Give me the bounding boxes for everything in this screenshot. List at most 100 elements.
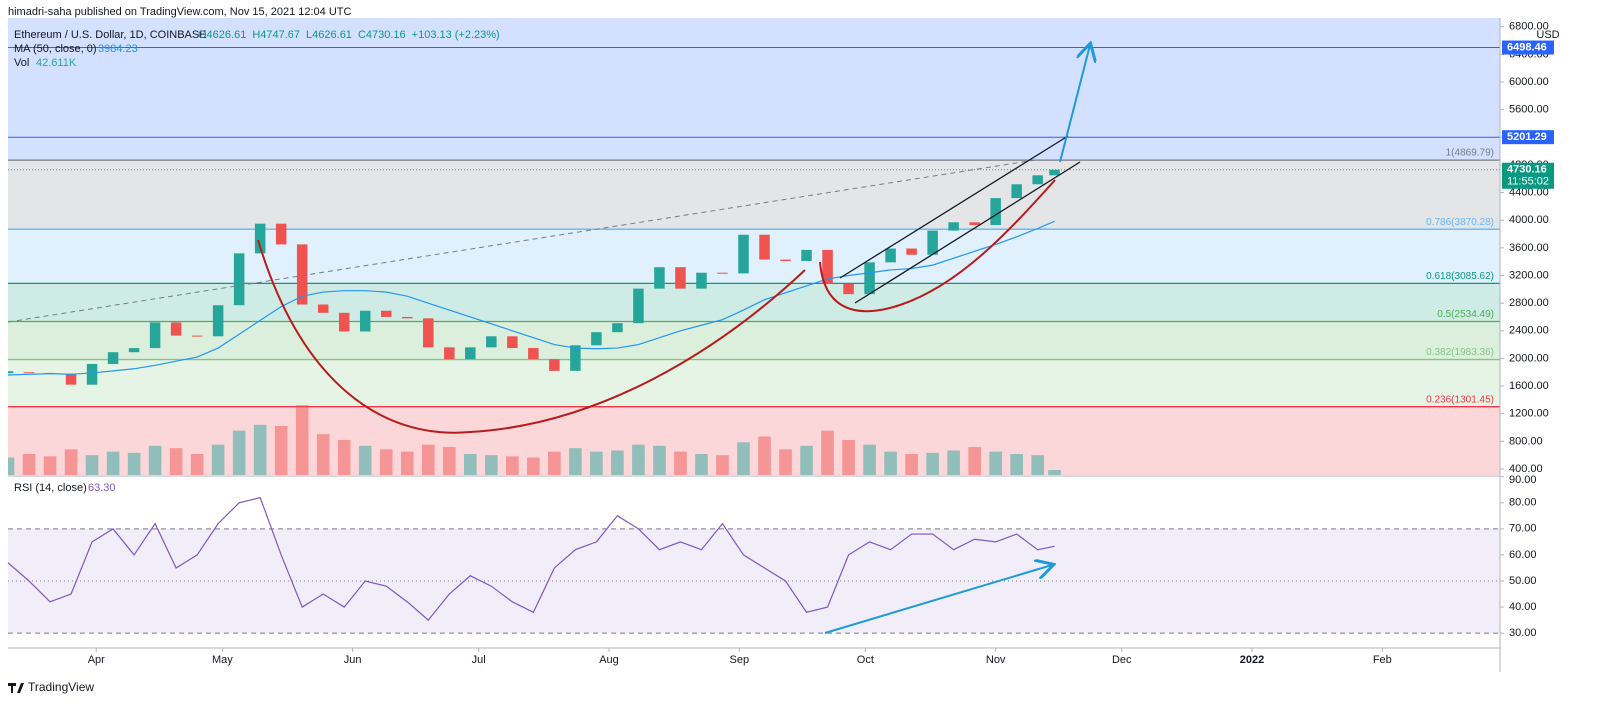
volume-bar: [506, 456, 519, 475]
x-tick-label: Apr: [88, 654, 105, 666]
y-tick-label: 70.00: [1509, 523, 1537, 535]
price-box-label: 6498.46: [1507, 41, 1547, 53]
y-tick-label: 4400.00: [1509, 186, 1549, 198]
candle-body: [317, 304, 329, 313]
y-tick-label: 2000.00: [1509, 352, 1549, 364]
candle-body: [990, 198, 1001, 226]
volume-bar: [590, 451, 603, 475]
candle-body: [254, 223, 266, 254]
volume-bar: [737, 442, 750, 475]
candle-body: [149, 322, 161, 349]
volume-bar: [64, 449, 78, 475]
cup-curve: [819, 179, 1056, 313]
volume-bar: [295, 405, 309, 475]
candle-body: [570, 345, 581, 371]
candle-body: [296, 244, 308, 305]
candle-body: [338, 312, 350, 332]
candle-body: [128, 348, 140, 353]
x-tick-label: Aug: [599, 654, 619, 666]
volume-bar: [400, 451, 414, 475]
candle-body: [8, 371, 14, 374]
price-box: [1502, 130, 1554, 145]
volume-bar: [358, 445, 372, 475]
y-tick-label: 30.00: [1509, 627, 1537, 639]
volume-bar: [947, 450, 960, 475]
candle-body: [906, 248, 917, 255]
rsi-legend: RSI (14, close): [14, 482, 87, 494]
ohlc-value: +103.13 (+2.23%): [412, 29, 500, 41]
y-tick-label: 50.00: [1509, 575, 1537, 587]
volume-bar: [926, 452, 939, 475]
y-tick-label: 1600.00: [1509, 380, 1549, 392]
volume-bar: [148, 445, 162, 475]
candle-body: [885, 248, 896, 263]
volume-bar: [863, 444, 876, 475]
volume-bar: [190, 454, 204, 475]
ohlc-value: C4730.16: [358, 29, 406, 41]
candle-body: [212, 305, 224, 337]
candle-body: [86, 363, 98, 385]
candle-body: [107, 352, 119, 364]
y-tick-label: 90.00: [1509, 474, 1537, 486]
volume-bar: [442, 447, 456, 475]
candle-body: [170, 322, 182, 336]
candle-body: [843, 283, 854, 295]
candle-body: [612, 323, 623, 333]
price-box-label: 5201.29: [1507, 131, 1547, 143]
x-tick-label: May: [212, 654, 233, 666]
volume-bar: [821, 430, 834, 475]
candle-body: [822, 249, 833, 284]
volume-bar: [779, 449, 792, 475]
volume-bar: [800, 445, 813, 475]
countdown: 11:55:02: [1507, 176, 1549, 188]
x-tick-label: Sep: [730, 654, 750, 666]
candle-body: [65, 373, 77, 385]
candle-body: [465, 347, 476, 360]
volume-bar: [569, 448, 582, 475]
volume-bar: [1031, 455, 1044, 475]
y-tick-label: 40.00: [1509, 601, 1537, 613]
candle-body: [359, 310, 371, 332]
candle-body: [864, 262, 875, 295]
volume-bar: [232, 430, 246, 475]
volume-bar: [316, 434, 330, 475]
publisher: himadri-saha published on TradingView.co…: [8, 6, 351, 18]
candle-body: [191, 335, 203, 337]
ma-value: 3984.23: [98, 43, 138, 55]
candle-body: [948, 222, 959, 231]
volume-bar: [421, 444, 435, 475]
volume-bar: [464, 454, 477, 475]
volume-bar: [169, 448, 183, 475]
volume-bar: [527, 457, 540, 475]
ohlc-value: L4626.61: [306, 29, 352, 41]
fib-label: 0.236(1301.45): [1426, 394, 1494, 405]
volume-bar: [337, 440, 351, 475]
fib-label: 0.786(3870.28): [1426, 217, 1494, 228]
channel-line: [839, 135, 1069, 279]
volume-bar: [85, 455, 99, 475]
y-tick-label: 3200.00: [1509, 269, 1549, 281]
volume-bar: [274, 426, 288, 475]
volume-bar: [842, 440, 855, 475]
fib-band: [8, 160, 1500, 230]
ma-line: [8, 220, 1055, 376]
fib-band: [8, 321, 1500, 360]
candle-body: [759, 234, 770, 260]
footer-brand: TradingView: [28, 680, 94, 694]
candle-body: [591, 332, 602, 346]
candle-body: [507, 336, 518, 349]
volume-bar: [1010, 454, 1023, 475]
volume-bar: [548, 451, 561, 475]
x-tick-label: Nov: [986, 654, 1006, 666]
ohlc-value: O4626.61: [198, 29, 246, 41]
candle-body: [1032, 175, 1043, 185]
y-tick-label: 5600.00: [1509, 104, 1549, 116]
x-tick-label: Feb: [1373, 654, 1392, 666]
y-tick-label: 4000.00: [1509, 214, 1549, 226]
volume-bar: [653, 445, 666, 475]
candle-body: [423, 318, 434, 348]
currency: USD: [1536, 29, 1559, 41]
candle-body: [233, 253, 245, 306]
candle-body: [675, 267, 686, 289]
